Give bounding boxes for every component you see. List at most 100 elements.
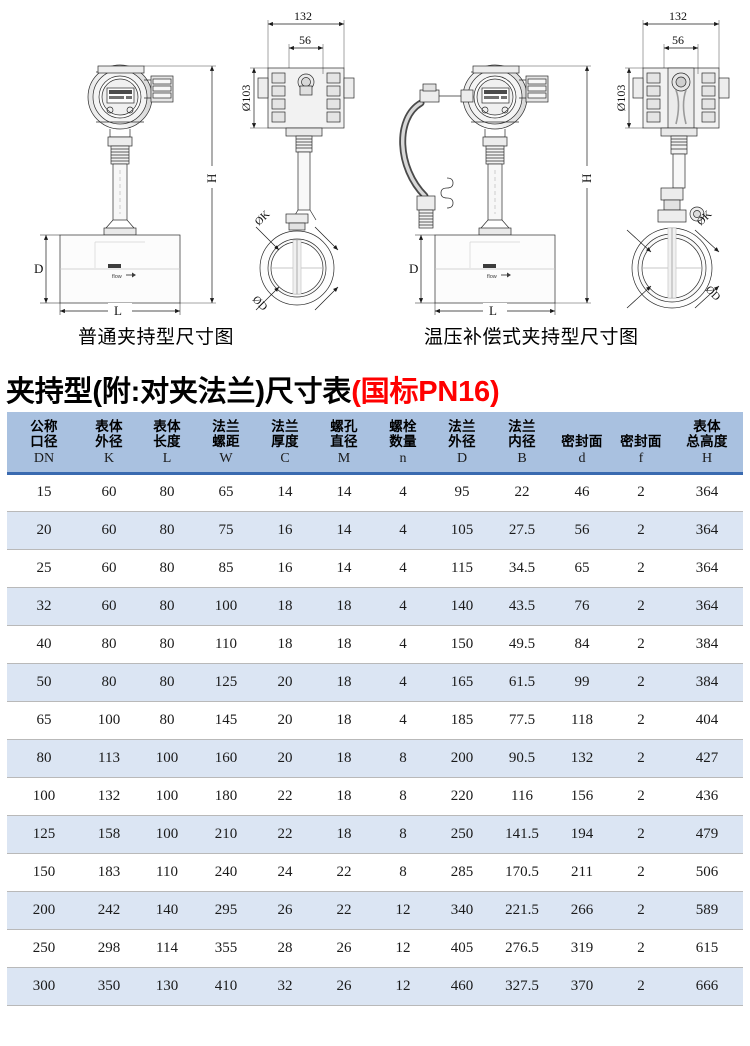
drawing-standard-clamp: flow D <box>0 0 375 322</box>
dimension-132: 132 <box>267 8 345 68</box>
sensor-coil-detail <box>440 177 454 209</box>
column-header-n-cn2: 数量 <box>389 434 417 449</box>
cell-d: 405 <box>433 929 491 968</box>
column-header-w: 法兰 螺距 W <box>197 412 255 475</box>
cell-l: 140 <box>137 891 197 930</box>
table-row: 32 60 80 100 18 18 4 140 43.5 76 2 364 <box>7 587 743 626</box>
column-header-m-symbol: M <box>337 451 351 467</box>
drawing-temp-pressure-compensated-clamp: flow D <box>375 0 750 322</box>
cell-h: 404 <box>671 701 743 740</box>
cell-d: 285 <box>433 853 491 892</box>
column-header-f-seal: 密封面 f <box>611 412 671 475</box>
column-header-f-seal-symbol: f <box>638 451 644 467</box>
cell-l: 130 <box>137 967 197 1006</box>
column-header-k-symbol: K <box>103 451 115 467</box>
cell-dn: 300 <box>7 967 81 1006</box>
column-header-h-symbol: H <box>701 451 713 467</box>
cell-l: 80 <box>137 701 197 740</box>
cell-m: 18 <box>315 739 373 778</box>
cell-b: 221.5 <box>491 891 553 930</box>
cell-m: 22 <box>315 853 373 892</box>
cell-d: 65 <box>553 549 611 588</box>
table-row: 25 60 80 85 16 14 4 115 34.5 65 2 364 <box>7 549 743 588</box>
column-header-m: 螺孔 直径 M <box>315 412 373 475</box>
cell-k: 132 <box>81 777 137 816</box>
cell-w: 410 <box>197 967 255 1006</box>
cell-d: 76 <box>553 587 611 626</box>
cell-m: 18 <box>315 587 373 626</box>
cell-b: 77.5 <box>491 701 553 740</box>
cell-n: 12 <box>373 929 433 968</box>
column-header-c-cn2: 厚度 <box>271 434 299 449</box>
cell-m: 14 <box>315 549 373 588</box>
cell-f: 2 <box>611 815 671 854</box>
table-title-bar: 夹持型(附:对夹法兰)尺寸表(国标PN16) <box>0 366 750 412</box>
svg-text:ØK: ØK <box>253 208 273 228</box>
dimension-56: 56 <box>288 32 324 74</box>
cell-n: 8 <box>373 739 433 778</box>
cell-c: 16 <box>255 511 315 550</box>
cell-m: 18 <box>315 701 373 740</box>
column-header-d-seal-cn2: 密封面 <box>561 434 603 449</box>
cell-w: 145 <box>197 701 255 740</box>
column-header-d-outer-cn2: 外径 <box>448 434 476 449</box>
column-header-dn-symbol: DN <box>33 451 55 467</box>
cell-dn: 250 <box>7 929 81 968</box>
dimension-H-right: H <box>519 65 596 304</box>
table-body: 15 60 80 65 14 14 4 95 22 46 2 364 20 60 80 75 16 14 4 105 2… <box>7 473 743 1006</box>
cell-c: 32 <box>255 967 315 1006</box>
cell-d: 266 <box>553 891 611 930</box>
svg-text:Ø103: Ø103 <box>614 85 628 112</box>
cell-d: 46 <box>553 473 611 512</box>
svg-text:H: H <box>579 174 594 183</box>
column-header-d-outer: 法兰 外径 D <box>433 412 491 475</box>
cell-k: 100 <box>81 701 137 740</box>
cell-f: 2 <box>611 625 671 664</box>
stem-rear <box>670 135 688 189</box>
cell-dn: 125 <box>7 815 81 854</box>
cell-h: 666 <box>671 967 743 1006</box>
cell-dn: 100 <box>7 777 81 816</box>
cell-d: 200 <box>433 739 491 778</box>
cell-k: 60 <box>81 587 137 626</box>
cell-h: 436 <box>671 777 743 816</box>
cell-b: 141.5 <box>491 815 553 854</box>
cell-w: 180 <box>197 777 255 816</box>
dimension-D-right: D <box>409 234 435 304</box>
column-header-f-seal-cn2: 密封面 <box>620 434 662 449</box>
cell-c: 24 <box>255 853 315 892</box>
cell-h: 615 <box>671 929 743 968</box>
cell-b: 34.5 <box>491 549 553 588</box>
cell-dn: 15 <box>7 473 81 512</box>
cell-f: 2 <box>611 701 671 740</box>
table-row: 40 80 80 110 18 18 4 150 49.5 84 2 384 <box>7 625 743 664</box>
column-header-m-cn2: 直径 <box>330 434 358 449</box>
cell-n: 8 <box>373 815 433 854</box>
column-header-h-cn1: 表体 <box>693 418 721 434</box>
column-header-l-cn1: 表体 <box>153 418 181 434</box>
column-header-dn: 公称 口径 DN <box>7 412 81 475</box>
cell-dn: 80 <box>7 739 81 778</box>
cell-c: 16 <box>255 549 315 588</box>
column-header-d-seal: 密封面 d <box>553 412 611 475</box>
dimension-D-left: D <box>34 234 60 304</box>
dimension-diameter-103: Ø103 <box>614 67 643 129</box>
column-header-c: 法兰 厚度 C <box>255 412 315 475</box>
svg-text:H: H <box>204 174 219 183</box>
svg-text:Ø103: Ø103 <box>239 85 253 112</box>
cell-k: 183 <box>81 853 137 892</box>
cell-m: 26 <box>315 967 373 1006</box>
column-header-k-cn2: 外径 <box>95 434 123 449</box>
cell-w: 240 <box>197 853 255 892</box>
transmitter-housing-front <box>460 64 549 130</box>
cell-b: 27.5 <box>491 511 553 550</box>
column-header-n-cn1: 螺栓 <box>389 418 417 434</box>
cell-w: 295 <box>197 891 255 930</box>
cell-w: 160 <box>197 739 255 778</box>
table-row: 50 80 80 125 20 18 4 165 61.5 99 2 384 <box>7 663 743 702</box>
column-header-b: 法兰 内径 B <box>491 412 553 475</box>
cell-dn: 40 <box>7 625 81 664</box>
dimension-L-left: L <box>59 303 181 319</box>
dimension-L-right: L <box>434 303 556 319</box>
cell-c: 18 <box>255 625 315 664</box>
